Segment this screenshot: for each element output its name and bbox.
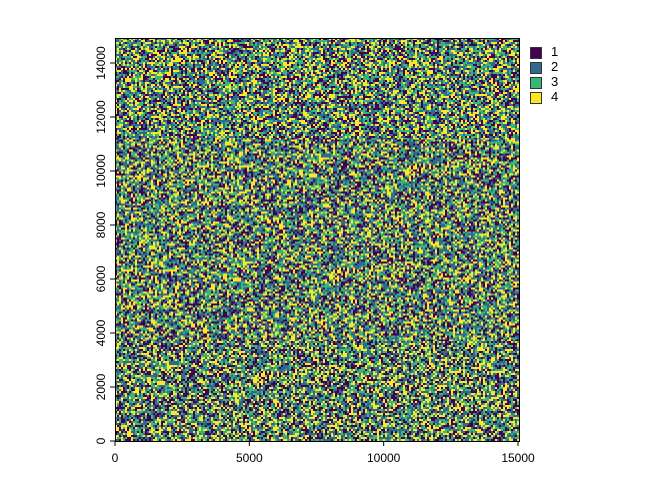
legend-label-3: 3 xyxy=(551,74,559,89)
y-tick-label: 6000 xyxy=(94,265,108,292)
y-tick-label: 14000 xyxy=(94,46,108,80)
raster-heatmap xyxy=(115,38,519,441)
y-tick-label: 2000 xyxy=(94,373,108,400)
y-tick-label: 10000 xyxy=(94,154,108,188)
y-tick-label: 0 xyxy=(94,437,108,444)
legend-label-1: 1 xyxy=(551,44,559,59)
x-tick-label: 15000 xyxy=(501,451,535,465)
legend-label-4: 4 xyxy=(551,89,559,104)
y-tick-label: 8000 xyxy=(94,211,108,238)
x-tick-label: 10000 xyxy=(367,451,401,465)
legend-swatch-3 xyxy=(530,77,542,89)
legend-swatch-2 xyxy=(530,62,542,74)
legend-label-2: 2 xyxy=(551,59,559,74)
legend-swatch-1 xyxy=(530,47,542,59)
y-tick-label: 4000 xyxy=(94,319,108,346)
x-tick-label: 0 xyxy=(112,451,119,465)
y-tick-label: 12000 xyxy=(94,100,108,134)
x-tick-label: 5000 xyxy=(236,451,263,465)
legend-swatch-4 xyxy=(530,92,542,104)
